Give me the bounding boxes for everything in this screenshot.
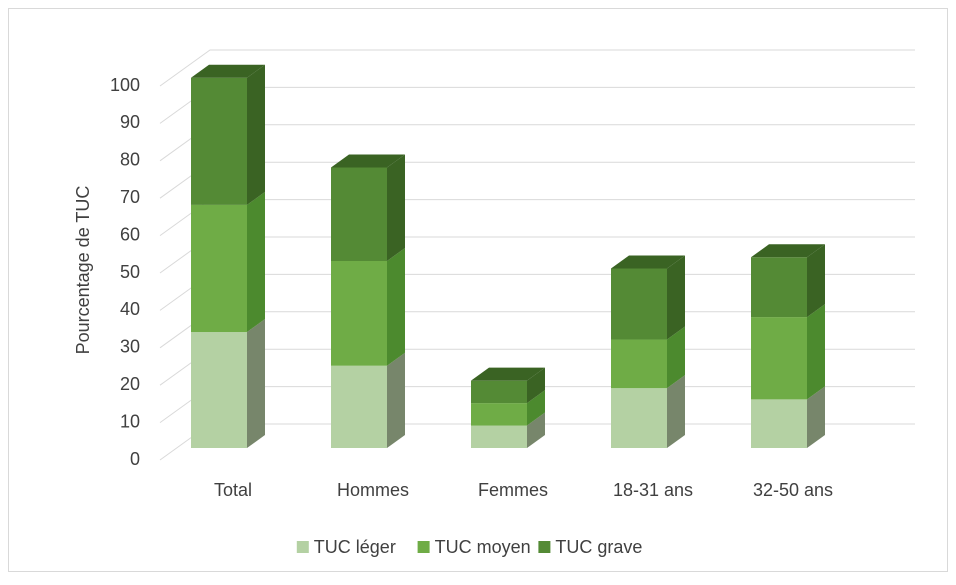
bar-side xyxy=(527,412,545,448)
bar-top xyxy=(471,367,545,381)
bar-top xyxy=(331,154,405,168)
grid-line xyxy=(159,49,915,87)
bar-side xyxy=(247,64,265,205)
legend-label: TUC moyen xyxy=(435,537,531,557)
legend-label: TUC grave xyxy=(555,537,642,557)
bar-side xyxy=(807,244,825,318)
x-tick-label: Hommes xyxy=(337,480,409,500)
bar-segment xyxy=(191,204,247,333)
bar-segment xyxy=(471,403,527,426)
x-tick-label: 32-50 ans xyxy=(753,480,833,500)
bar-segment xyxy=(331,365,387,448)
y-tick-label: 70 xyxy=(120,187,140,207)
bar-segment xyxy=(611,268,667,340)
y-tick-label: 80 xyxy=(120,150,140,170)
bar-segment xyxy=(191,77,247,205)
bar-side xyxy=(667,326,685,389)
y-tick-label: 100 xyxy=(110,75,140,95)
bar-segment xyxy=(751,317,807,400)
legend-swatch xyxy=(296,541,309,553)
y-tick-label: 10 xyxy=(120,411,140,431)
x-tick-label: Total xyxy=(214,480,252,500)
bar-side xyxy=(807,304,825,400)
bar-segment xyxy=(331,167,387,261)
y-tick-label: 0 xyxy=(130,449,140,469)
bar-segment xyxy=(191,332,247,448)
y-tick-label: 50 xyxy=(120,262,140,282)
legend-swatch xyxy=(417,541,430,553)
y-tick-label: 30 xyxy=(120,337,140,357)
bar-side xyxy=(247,191,265,333)
bar-segment xyxy=(471,425,527,448)
bar-side xyxy=(667,375,685,448)
bar-top xyxy=(611,255,685,269)
bar-segment xyxy=(471,380,527,404)
bar-side xyxy=(807,386,825,448)
bar-side xyxy=(247,319,265,448)
y-tick-label: 90 xyxy=(120,112,140,132)
bar-segment xyxy=(751,399,807,448)
legend-swatch xyxy=(538,541,551,553)
bar-side xyxy=(527,367,545,404)
legend-label: TUC léger xyxy=(314,537,396,557)
y-tick-label: 40 xyxy=(120,299,140,319)
bar-top xyxy=(751,244,825,258)
bar-side xyxy=(387,248,405,366)
x-tick-label: Femmes xyxy=(478,480,548,500)
bar-side xyxy=(387,352,405,448)
bar-top xyxy=(191,64,265,78)
bar-segment xyxy=(611,339,667,389)
y-tick-label: 20 xyxy=(120,374,140,394)
bar-side xyxy=(527,390,545,426)
bar-side xyxy=(667,255,685,340)
bar-segment xyxy=(751,257,807,318)
bar-segment xyxy=(331,261,387,366)
y-tick-label: 60 xyxy=(120,224,140,244)
y-axis-label: Pourcentage de TUC xyxy=(73,186,93,355)
bar-side xyxy=(387,154,405,261)
bar-segment xyxy=(611,388,667,448)
x-tick-label: 18-31 ans xyxy=(613,480,693,500)
